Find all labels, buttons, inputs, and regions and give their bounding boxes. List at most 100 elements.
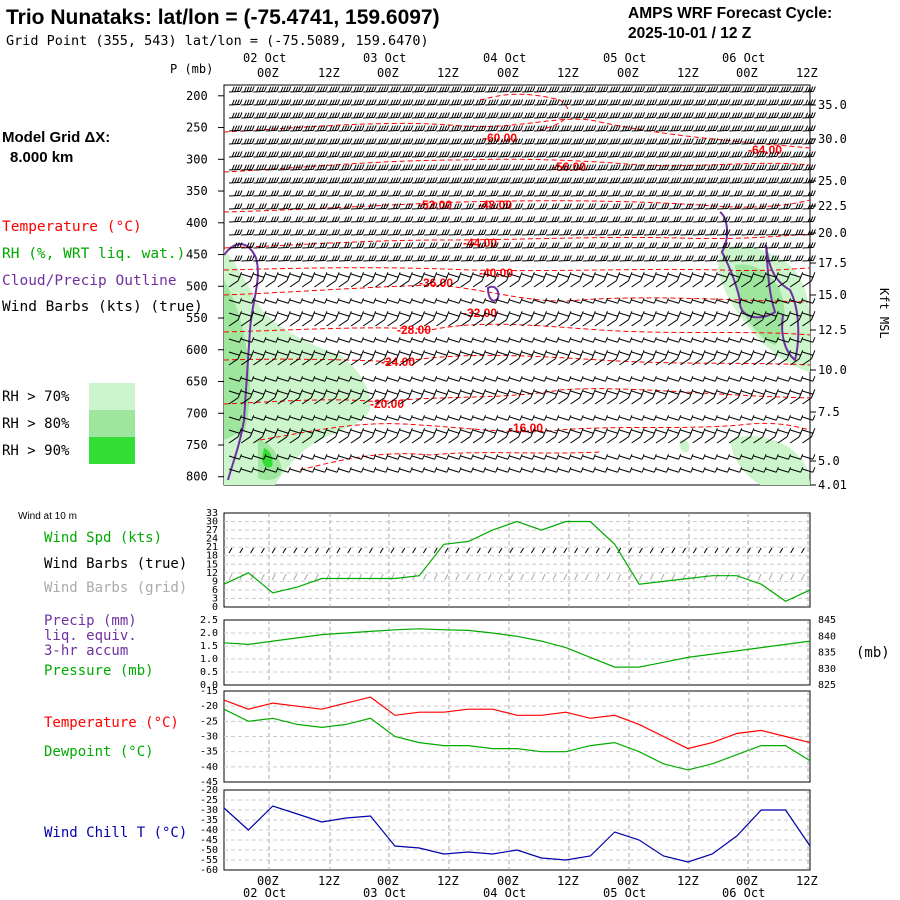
barb-shaft: [228, 90, 241, 93]
barb-flag: [805, 164, 809, 171]
barb-flag: [642, 86, 646, 92]
barb-flag: [673, 86, 677, 92]
wind-barb: [582, 151, 597, 158]
wind-barb: [558, 99, 572, 106]
barb-shaft: [436, 90, 448, 93]
barb-flag: [487, 125, 491, 132]
barb-flag: [593, 125, 597, 131]
barb-flag: [639, 86, 643, 92]
barb-shaft: [533, 103, 546, 106]
wind-barb: [631, 125, 646, 132]
wind-barb: [716, 177, 731, 184]
barb-flag: [756, 112, 760, 119]
barb-flag: [751, 86, 755, 92]
barb-flag: [629, 86, 633, 92]
barb-flag: [246, 86, 250, 92]
barb-flag: [310, 125, 314, 131]
legend-rh80-swatch: [89, 410, 135, 437]
barb-flag: [373, 151, 377, 157]
wind-barb: [302, 164, 316, 171]
barb-flag: [548, 164, 552, 171]
wind-barb: [448, 177, 463, 184]
barb-flag: [441, 177, 445, 183]
barb-flag: [795, 112, 799, 118]
barb-flag: [512, 112, 516, 119]
barb-flag: [505, 86, 509, 92]
barb-flag: [785, 99, 789, 105]
barb-flag: [776, 125, 780, 131]
barb-flag: [785, 138, 789, 144]
wind-barb: [314, 138, 328, 145]
barb-flag: [507, 99, 511, 105]
barb-shaft: [375, 168, 387, 171]
barb-flag: [666, 151, 670, 157]
barb-flag: [710, 177, 714, 183]
barb-flag: [541, 138, 545, 144]
cloud-outline: [223, 211, 800, 481]
barb-flag: [288, 112, 292, 118]
barb-shaft: [228, 168, 241, 171]
wind-barb: [472, 125, 487, 132]
barb-shaft: [631, 103, 643, 106]
barb-flag: [322, 86, 326, 92]
barb-flag: [612, 86, 616, 92]
barb-shaft: [668, 116, 680, 119]
wind-barb: [582, 138, 597, 145]
barb-flag: [695, 177, 699, 184]
barb-shaft: [582, 90, 594, 93]
barb-flag: [331, 86, 335, 92]
barb-shaft: [777, 116, 790, 119]
barb-flag: [651, 138, 655, 144]
barb-flag: [288, 125, 292, 131]
barb-flag: [493, 125, 497, 131]
barb-shaft: [411, 116, 424, 119]
barb-flag: [697, 164, 701, 170]
barb-flag: [663, 177, 667, 183]
barb-shaft: [741, 90, 753, 93]
barb-shaft: [485, 181, 497, 184]
wind-barb: [363, 99, 377, 106]
wind-barb: [704, 99, 719, 106]
barb-flag: [605, 177, 609, 183]
barb-flag: [251, 151, 255, 157]
wind-barb: [411, 138, 426, 145]
barb-flag: [661, 125, 665, 131]
barb-shaft: [790, 116, 802, 119]
barb-flag: [295, 164, 299, 170]
barb-shaft: [460, 168, 472, 171]
barb-flag: [688, 99, 692, 105]
barb-flag: [795, 99, 799, 105]
barb-shaft: [472, 181, 485, 184]
barb-flag: [566, 99, 570, 105]
wind-barb: [643, 99, 658, 106]
barb-shaft: [765, 116, 777, 119]
barb-flag: [383, 99, 387, 105]
barb-flag: [756, 138, 760, 145]
wind-barb: [253, 86, 267, 93]
barb-flag: [451, 125, 455, 132]
barb-flag: [487, 86, 491, 93]
barb-flag: [419, 125, 423, 131]
barb-flag: [715, 125, 719, 131]
barb-flag: [805, 99, 809, 106]
barb-shaft: [741, 181, 753, 184]
barb-flag: [378, 112, 382, 119]
barb-flag: [712, 151, 716, 157]
barb-flag: [578, 177, 582, 183]
barb-shaft: [619, 129, 631, 132]
barb-flag: [434, 125, 438, 131]
barb-shaft: [424, 129, 436, 132]
barb-flag: [487, 112, 491, 119]
barb-flag: [288, 86, 292, 92]
barb-flag: [276, 99, 280, 105]
wind-barb: [753, 86, 768, 93]
barb-flag: [578, 112, 582, 118]
barb-flag: [344, 138, 348, 144]
barb-flag: [727, 86, 731, 92]
barb-flag: [524, 177, 528, 184]
barb-flag: [371, 164, 375, 170]
wind-barb: [289, 138, 304, 145]
wind-barb: [277, 151, 292, 158]
barb-shaft: [533, 90, 546, 93]
barb-flag: [283, 177, 287, 183]
